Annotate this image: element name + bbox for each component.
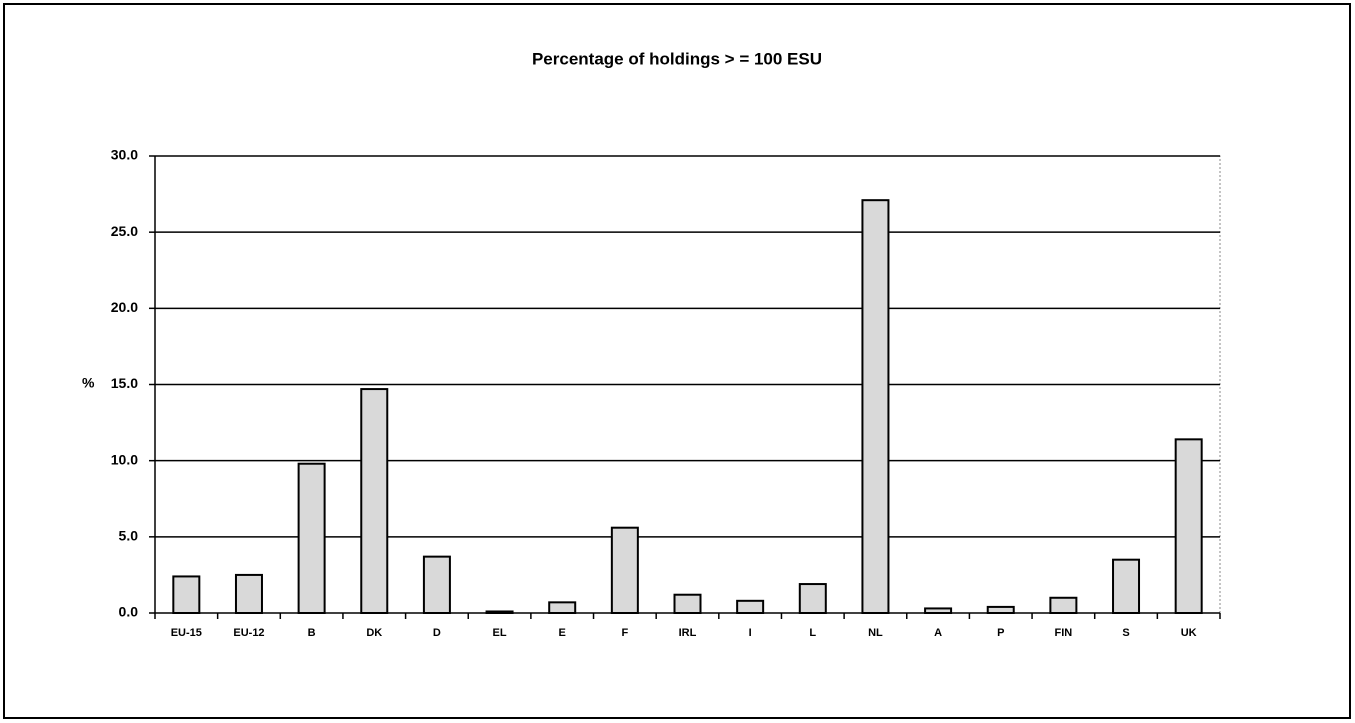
bar [861, 199, 890, 614]
bar [1174, 438, 1203, 614]
bar [673, 593, 702, 614]
y-tick-label: 20.0 [111, 299, 138, 315]
bar [485, 610, 514, 615]
y-tick-label: 30.0 [111, 147, 138, 163]
chart-title: Percentage of holdings > = 100 ESU [532, 49, 822, 68]
bar [297, 462, 326, 615]
x-tick-label: EU-15 [171, 627, 202, 639]
x-tick-label: P [997, 627, 1004, 639]
bar [610, 526, 639, 615]
bar [798, 583, 827, 614]
x-tick-label: S [1122, 627, 1129, 639]
x-tick-label: I [749, 627, 752, 639]
y-tick-label: 25.0 [111, 223, 138, 239]
x-tick-label: FIN [1055, 627, 1073, 639]
x-tick-label: D [433, 627, 441, 639]
x-tick-label: IRL [679, 627, 697, 639]
bar [986, 605, 1015, 615]
bar [422, 555, 451, 614]
bar [548, 601, 577, 615]
x-tick-label: DK [366, 627, 382, 639]
x-tick-label: F [621, 627, 628, 639]
x-tick-label: B [308, 627, 316, 639]
y-axis-label: % [82, 375, 95, 391]
bar [172, 575, 201, 615]
bar [924, 607, 953, 614]
x-tick-label: A [934, 627, 942, 639]
x-tick-label: EL [493, 627, 507, 639]
bar [1049, 596, 1078, 614]
bar [1112, 558, 1141, 615]
x-tick-label: EU-12 [233, 627, 264, 639]
x-tick-label: L [809, 627, 816, 639]
y-tick-label: 0.0 [119, 604, 139, 620]
bar [736, 599, 765, 615]
bar [360, 388, 389, 614]
x-tick-label: UK [1181, 627, 1197, 639]
frame [3, 3, 1351, 719]
y-tick-label: 10.0 [111, 451, 138, 467]
y-tick-label: 5.0 [119, 528, 139, 544]
bar [234, 573, 263, 615]
x-tick-label: E [559, 627, 566, 639]
y-tick-label: 15.0 [111, 375, 138, 391]
x-tick-label: NL [868, 627, 883, 639]
